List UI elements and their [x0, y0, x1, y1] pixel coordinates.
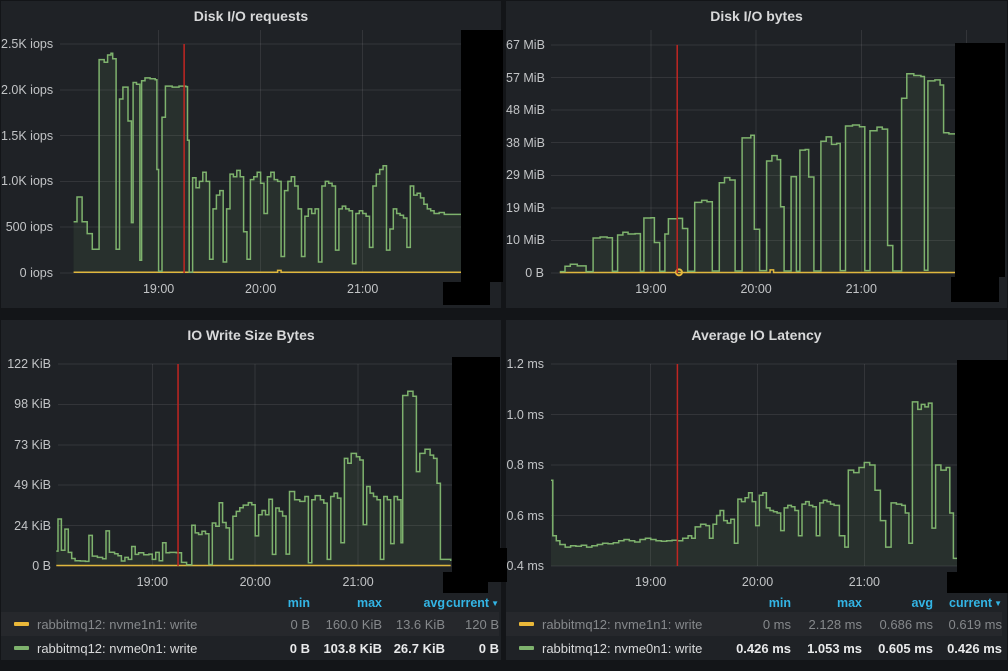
- sort-desc-icon: ▼: [491, 599, 499, 608]
- legend-value: 13.6 KiB: [395, 616, 445, 632]
- legend-value: 0.426 ms: [947, 640, 1002, 656]
- y-axis-tick-label: 19 MiB: [506, 200, 545, 215]
- legend-value: 0 B: [289, 640, 310, 656]
- panel-title[interactable]: IO Write Size Bytes: [187, 327, 315, 343]
- x-axis-tick-label: 19:00: [635, 282, 667, 296]
- panel-title[interactable]: Average IO Latency: [691, 327, 822, 343]
- x-axis-tick-label: 20:00: [740, 282, 772, 296]
- chart-canvas[interactable]: [1, 320, 501, 592]
- legend-sort-header-max[interactable]: max: [356, 596, 382, 610]
- legend-value: 0.686 ms: [879, 616, 933, 632]
- redaction-box: [957, 360, 1008, 572]
- redaction-box: [443, 572, 488, 593]
- legend-sort-header-min[interactable]: min: [768, 596, 791, 610]
- y-axis-tick-label: 1.0 ms: [506, 407, 544, 422]
- y-axis-tick-label: 0.6 ms: [506, 508, 544, 523]
- panel-title[interactable]: Disk I/O requests: [193, 8, 309, 24]
- legend-sort-header-max[interactable]: max: [836, 596, 862, 610]
- y-axis-tick-label: 122 KiB: [7, 357, 51, 371]
- y-axis-tick-label: 0.8 ms: [506, 458, 544, 472]
- series-color-swatch: [519, 646, 534, 650]
- x-axis-tick-label: 20:00: [245, 282, 277, 296]
- legend-value: 2.128 ms: [808, 616, 862, 632]
- legend: min max avg current ▼ rabbitmq12: nvme1n1: wr…: [1, 594, 501, 660]
- legend-value: 103.8 KiB: [323, 640, 382, 656]
- legend-series-label[interactable]: rabbitmq12: nvme0n1: write: [519, 641, 721, 656]
- chart-canvas[interactable]: [506, 320, 1007, 592]
- legend-sort-header-current[interactable]: current ▼: [446, 596, 499, 610]
- legend-value: 0.605 ms: [878, 640, 933, 656]
- x-axis-tick-label: 20:00: [239, 575, 271, 589]
- redaction-box: [951, 277, 999, 302]
- x-axis-tick-label: 21:00: [342, 575, 374, 589]
- legend-value: 0.426 ms: [736, 640, 791, 656]
- y-axis-tick-label: 1.5K iops: [1, 128, 54, 143]
- y-axis-tick-label: 48 MiB: [506, 103, 545, 118]
- y-axis-tick-label: 0.4 ms: [506, 559, 544, 573]
- series-color-swatch: [519, 622, 534, 626]
- y-axis-tick-label: 24 KiB: [14, 518, 51, 533]
- y-axis-tick-label: 57 MiB: [506, 70, 545, 85]
- y-axis-tick-label: 73 KiB: [14, 437, 51, 452]
- chart-canvas[interactable]: [1, 1, 501, 308]
- legend-sort-header-avg[interactable]: avg: [911, 596, 933, 610]
- legend-series-label[interactable]: rabbitmq12: nvme1n1: write: [14, 617, 240, 632]
- legend-sort-header-current[interactable]: current ▼: [949, 596, 1002, 610]
- legend-value: 0.619 ms: [948, 616, 1002, 632]
- x-axis-tick-label: 21:00: [845, 282, 877, 296]
- panel-disk-io-requests: Disk I/O requests 0 iops 500 iops 1.0K iop…: [1, 1, 501, 308]
- legend-value: 0 B: [478, 640, 499, 656]
- legend-sort-header-avg[interactable]: avg: [423, 596, 445, 610]
- legend-value: 26.7 KiB: [393, 640, 445, 656]
- x-axis-tick-label: 19:00: [136, 575, 168, 589]
- y-axis-tick-label: 98 KiB: [14, 397, 51, 412]
- legend-value: 160.0 KiB: [325, 616, 382, 632]
- panel-title[interactable]: Disk I/O bytes: [710, 8, 803, 24]
- x-axis-tick-label: 20:00: [741, 575, 774, 589]
- redaction-box: [461, 30, 503, 282]
- x-axis-tick-label: 21:00: [347, 282, 379, 296]
- legend-value: 1.053 ms: [807, 640, 862, 656]
- panel-average-io-latency: Average IO Latency min max avg current ▼ rabb…: [506, 320, 1007, 660]
- x-axis-tick-label: 19:00: [142, 282, 175, 296]
- legend-value: 0 ms: [762, 616, 791, 632]
- chart-canvas[interactable]: [506, 1, 1007, 308]
- series-color-swatch: [14, 622, 29, 626]
- legend-series-label[interactable]: rabbitmq12: nvme1n1: write: [519, 617, 721, 632]
- redaction-box: [452, 357, 500, 567]
- y-axis-tick-label: 49 KiB: [14, 478, 51, 493]
- legend-series-label[interactable]: rabbitmq12: nvme0n1: write: [14, 641, 240, 656]
- y-axis-tick-label: 0 B: [32, 559, 51, 573]
- y-axis-tick-label: 2.5K iops: [1, 37, 54, 51]
- panel-io-write-size-bytes: IO Write Size Bytes min max avg current ▼ rab…: [1, 320, 501, 660]
- y-axis-tick-label: 10 MiB: [506, 233, 545, 248]
- y-axis-tick-label: 38 MiB: [506, 135, 545, 150]
- y-axis-tick-label: 0 iops: [19, 266, 53, 280]
- legend-sort-header-min[interactable]: min: [287, 596, 310, 610]
- y-axis-tick-label: 67 MiB: [506, 37, 545, 52]
- sort-desc-icon: ▼: [994, 599, 1002, 608]
- redaction-box: [947, 572, 1008, 593]
- redaction-box: [955, 43, 1005, 277]
- legend-value: 0 B: [290, 616, 310, 632]
- series-color-swatch: [14, 646, 29, 650]
- panel-disk-io-bytes: Disk I/O bytes 0 B 10 MiB 19 MiB 29 MiB 38 M…: [506, 1, 1007, 308]
- x-axis-tick-label: 19:00: [635, 575, 667, 589]
- legend: min max avg current ▼ rabbitmq12: nvme1n1: wr…: [506, 594, 1007, 660]
- y-axis-tick-label: 0 B: [525, 266, 544, 280]
- y-axis-tick-label: 500 iops: [5, 220, 53, 235]
- x-axis-tick-label: 21:00: [848, 575, 880, 589]
- y-axis-tick-label: 2.0K iops: [1, 82, 54, 97]
- legend-value: 120 B: [465, 616, 499, 632]
- y-axis-tick-label: 1.0K iops: [1, 174, 54, 189]
- redaction-box: [443, 282, 490, 305]
- y-axis-tick-label: 1.2 ms: [506, 357, 544, 371]
- y-axis-tick-label: 29 MiB: [506, 168, 545, 183]
